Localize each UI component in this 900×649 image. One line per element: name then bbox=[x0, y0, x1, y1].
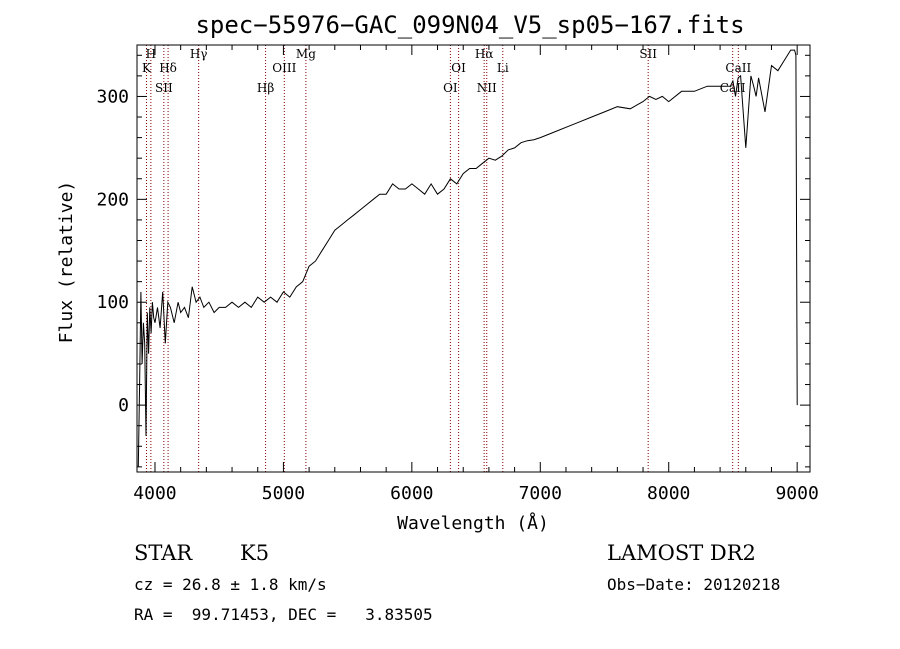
x-axis-ticks: 4000 5000 6000 7000 8000 9000 bbox=[133, 45, 819, 504]
spectral-line-label: OI bbox=[451, 61, 466, 75]
spectral-line-label: OIII bbox=[272, 61, 296, 75]
survey-label: LAMOST DR2 bbox=[607, 541, 756, 565]
plot-frame bbox=[136, 44, 811, 473]
x-axis-label: Wavelength (Å) bbox=[397, 512, 549, 534]
coordinates-readout: RA = 99.71453, DEC = 3.83505 bbox=[134, 605, 433, 624]
x-tick-label: 9000 bbox=[775, 483, 818, 504]
y-axis-ticks: 0 100 200 300 bbox=[96, 54, 810, 468]
x-tick-label: 6000 bbox=[390, 483, 433, 504]
spectral-line-label: Hβ bbox=[257, 81, 274, 95]
x-tick-label: 8000 bbox=[647, 483, 690, 504]
object-class: STAR bbox=[134, 541, 193, 565]
spectral-line-label: Li bbox=[497, 61, 509, 75]
spectral-line-label: CaII bbox=[720, 81, 746, 95]
spectral-line-label: CaII bbox=[725, 61, 751, 75]
y-axis-label: Flux (relative) bbox=[56, 181, 77, 344]
spectral-line-label: OI bbox=[443, 81, 458, 95]
spectral-line-label: SII bbox=[639, 47, 657, 61]
x-tick-label: 4000 bbox=[133, 483, 176, 504]
spectral-line-label: Hδ bbox=[159, 61, 177, 75]
redshift-readout: cz = 26.8 ± 1.8 km/s bbox=[134, 575, 327, 594]
spectral-line-label: Hγ bbox=[190, 47, 208, 61]
spectrum-line bbox=[137, 49, 798, 467]
observation-date: Obs−Date: 20120218 bbox=[607, 575, 780, 594]
x-tick-label: 5000 bbox=[262, 483, 305, 504]
y-tick-label: 0 bbox=[118, 395, 129, 416]
spectral-line-label: SII bbox=[155, 81, 173, 95]
y-tick-label: 300 bbox=[96, 86, 129, 107]
spectral-line-label: NII bbox=[477, 81, 497, 95]
y-tick-label: 200 bbox=[96, 189, 129, 210]
spectral-subclass: K5 bbox=[240, 541, 269, 565]
spectral-line-label: K bbox=[142, 61, 152, 75]
spectral-line-label: Hα bbox=[475, 47, 494, 61]
chart-title: spec−55976−GAC_099N04_V5_sp05−167.fits bbox=[195, 11, 744, 39]
spectral-line-label: Mg bbox=[296, 47, 316, 61]
spectral-line-label: H bbox=[146, 47, 156, 61]
line-markers bbox=[146, 45, 739, 472]
y-tick-label: 100 bbox=[96, 292, 129, 313]
x-tick-label: 7000 bbox=[519, 483, 562, 504]
